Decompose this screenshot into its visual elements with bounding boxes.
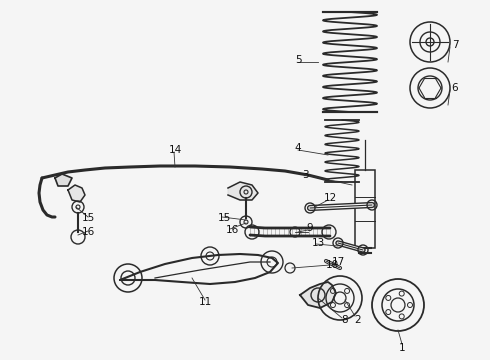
Text: 15: 15 [218,213,231,223]
Text: 12: 12 [323,193,337,203]
Text: 10: 10 [325,260,339,270]
Text: 1: 1 [399,343,405,353]
Text: 9: 9 [307,223,313,233]
Text: 14: 14 [169,145,182,155]
Text: 16: 16 [81,227,95,237]
Text: 2: 2 [355,315,361,325]
Text: 5: 5 [294,55,301,65]
Text: 3: 3 [302,170,308,180]
Text: 7: 7 [452,40,458,50]
Bar [355,170,375,248]
Text: 8: 8 [342,315,348,325]
Text: 16: 16 [225,225,239,235]
Polygon shape [55,174,72,186]
Text: 13: 13 [311,238,325,248]
Text: 6: 6 [452,83,458,93]
Text: 15: 15 [81,213,95,223]
Polygon shape [68,185,85,202]
Polygon shape [228,182,258,200]
Text: 17: 17 [331,257,344,267]
Text: 11: 11 [198,297,212,307]
Polygon shape [300,282,336,308]
Text: 4: 4 [294,143,301,153]
